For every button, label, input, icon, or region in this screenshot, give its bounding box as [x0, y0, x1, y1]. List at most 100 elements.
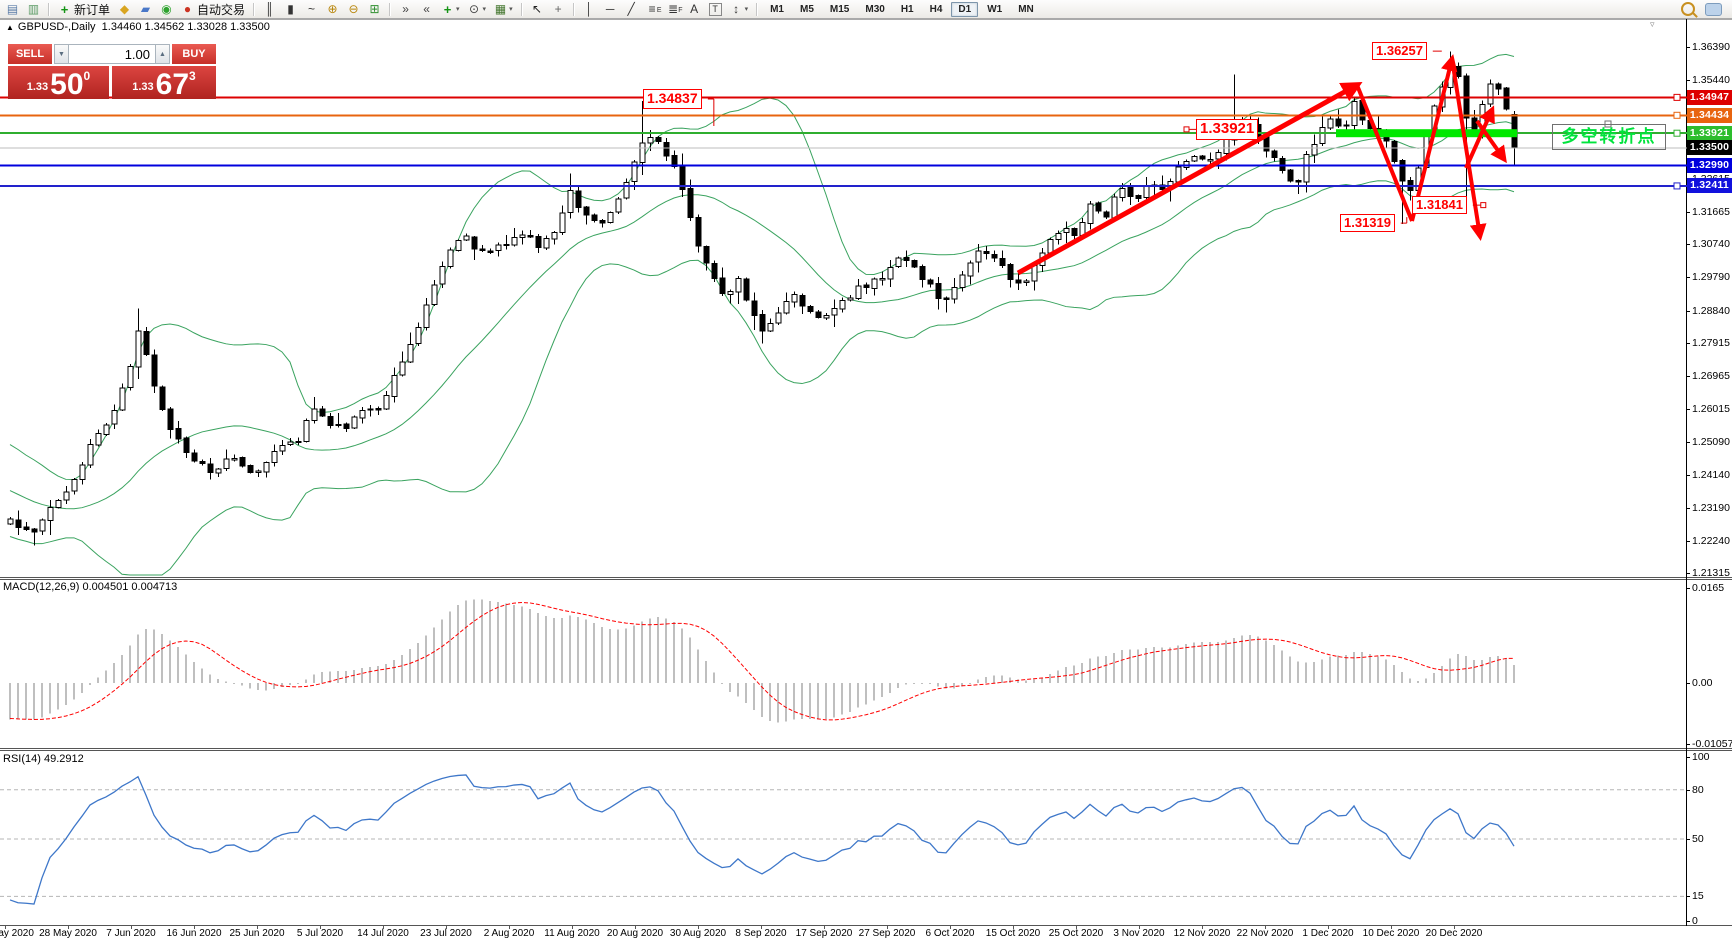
tile-windows-button[interactable]: ⊞ [364, 0, 385, 19]
horizontal-line-icon: ─ [605, 1, 615, 16]
text-label-button[interactable]: T [705, 0, 726, 19]
market-overview-button[interactable]: ▤ [2, 0, 23, 19]
chart-canvas[interactable] [0, 19, 1732, 941]
timeframe-h4[interactable]: H4 [929, 3, 943, 15]
line-chart-button[interactable]: ~ [301, 0, 322, 19]
equidistant-channel-button[interactable]: ≡ E [642, 0, 663, 19]
bar-chart-button[interactable]: ║ [259, 0, 280, 19]
price-annotation-133921[interactable]: 1.33921 [1196, 119, 1259, 140]
periods-icon: ⊙ [469, 1, 480, 16]
timeframe-m15[interactable]: M15 [829, 3, 850, 15]
chart-shift-icon: « [423, 1, 430, 16]
autotrading-button[interactable]: ● 自动交易 [177, 0, 249, 19]
vertical-line-button[interactable]: │ [579, 0, 600, 19]
sell-button[interactable]: SELL [8, 44, 52, 64]
timeframe-d1[interactable]: D1 [951, 1, 979, 17]
periods-button[interactable]: ⊙ ▾ [464, 0, 491, 19]
new-order-button[interactable]: + 新订单 [54, 0, 114, 19]
timeframe-m30[interactable]: M30 [865, 3, 885, 15]
volume-increase-button[interactable]: ▲ [155, 44, 170, 64]
chevron-down-icon: ▾ [482, 6, 487, 13]
arrows-button[interactable]: ↕ ▾ [726, 0, 753, 19]
new-order-icon: + [60, 1, 69, 17]
price-badge-132990: 1.32990 [1687, 158, 1732, 174]
cursor-button[interactable]: ↖ [527, 0, 548, 19]
timeframe-m5[interactable]: M5 [800, 3, 814, 15]
indicators-button[interactable]: + ▾ [437, 0, 464, 19]
autotrading-icon: ● [183, 1, 192, 16]
date-tick: 19 May 2020 [0, 928, 34, 939]
chart-shift-button[interactable]: « [416, 0, 437, 19]
price-annotation-131841[interactable]: 1.31841 [1412, 196, 1467, 215]
volume-input[interactable] [69, 44, 155, 64]
rsi-tick: 50 [1692, 833, 1704, 845]
buy-price-small: 1.33 [132, 81, 154, 93]
price-badge-134434: 1.34434 [1687, 107, 1732, 123]
buy-price[interactable]: 1.33 67 3 [112, 66, 216, 101]
price-tick: 1.36390 [1692, 41, 1730, 53]
price-tick: 1.29790 [1692, 271, 1730, 283]
timeframe-m1[interactable]: M1 [770, 3, 784, 15]
rsi-tick: 80 [1692, 784, 1704, 796]
market-watch-button[interactable]: ▥ [23, 0, 44, 19]
date-tick: 30 Aug 2020 [669, 928, 727, 939]
candlestick-chart-button[interactable]: ▮ [280, 0, 301, 19]
price-tick: 1.30740 [1692, 238, 1730, 250]
macd-tick: 0.00 [1692, 677, 1713, 689]
date-tick: 1 Dec 2020 [1302, 928, 1354, 939]
date-tick: 8 Sep 2020 [735, 928, 787, 939]
one-click-trading-panel: SELL ▼ ▲ BUY 1.33 50 0 1.33 67 3 [8, 44, 216, 101]
horizontal-line-button[interactable]: ─ [600, 0, 621, 19]
chevron-down-icon: ▾ [744, 6, 749, 13]
date-tick: 22 Nov 2020 [1236, 928, 1294, 939]
date-tick: 25 Oct 2020 [1048, 928, 1104, 939]
sell-price-big: 50 [50, 68, 84, 101]
sell-price[interactable]: 1.33 50 0 [8, 66, 109, 101]
terminal-button[interactable]: ▰ [135, 0, 156, 19]
date-tick: 6 Oct 2020 [925, 928, 975, 939]
price-annotation-134837[interactable]: 1.34837 [643, 89, 702, 109]
toolbar-separator [572, 2, 575, 16]
symbol-marker-icon: ▲ [6, 23, 14, 32]
symbol-period: GBPUSD-,Daily [17, 21, 96, 33]
signals-icon: ◉ [161, 1, 172, 16]
price-badge-133921: 1.33921 [1687, 125, 1732, 141]
metaeditor-button[interactable]: ◆ [114, 0, 135, 19]
text-label-icon: T [708, 2, 722, 16]
price-annotation-131319[interactable]: 1.31319 [1340, 214, 1395, 233]
market-overview-icon: ▤ [6, 1, 19, 16]
timeframe-mn[interactable]: MN [1018, 3, 1034, 15]
toolbar-separator [253, 2, 256, 16]
trendline-button[interactable]: ╱ [621, 0, 642, 19]
candlestick-chart-icon: ▮ [287, 1, 294, 16]
metaeditor-icon: ◆ [119, 1, 130, 16]
templates-button[interactable]: ▦ ▾ [490, 0, 517, 19]
price-tick: 1.22240 [1692, 535, 1730, 547]
zoom-in-button[interactable]: ⊕ [322, 0, 343, 19]
buy-price-big: 67 [155, 68, 190, 101]
date-tick: 27 Sep 2020 [858, 928, 916, 939]
search-icon[interactable] [1681, 2, 1695, 16]
chevron-down-icon: ▾ [509, 6, 513, 13]
date-tick: 28 May 2020 [39, 928, 97, 939]
fibonacci-button[interactable]: ≣ F [663, 0, 684, 19]
chat-icon[interactable]: 1 [1705, 2, 1722, 16]
text-button[interactable]: A [684, 0, 705, 19]
price-tick: 1.26015 [1692, 403, 1730, 415]
zoom-out-button[interactable]: ⊖ [343, 0, 364, 19]
note-text-label[interactable]: 多空转折点 [1552, 124, 1666, 150]
volume-decrease-button[interactable]: ▼ [54, 44, 69, 64]
timeframe-w1[interactable]: W1 [987, 3, 1003, 15]
timeframe-h1[interactable]: H1 [900, 3, 914, 15]
price-annotation-136257[interactable]: 1.36257 [1372, 42, 1427, 61]
auto-scroll-button[interactable]: » [395, 0, 416, 19]
tile-windows-icon: ⊞ [369, 1, 380, 16]
crosshair-button[interactable]: + [548, 0, 569, 19]
zoom-in-icon: ⊕ [327, 1, 338, 16]
price-tick: 1.27915 [1692, 337, 1730, 349]
buy-button[interactable]: BUY [172, 44, 216, 64]
price-tick: 1.21315 [1692, 567, 1730, 579]
signals-button[interactable]: ◉ [156, 0, 177, 19]
price-tick: 1.31665 [1692, 206, 1730, 218]
macd-label: MACD(12,26,9) 0.004501 0.004713 [3, 581, 178, 593]
